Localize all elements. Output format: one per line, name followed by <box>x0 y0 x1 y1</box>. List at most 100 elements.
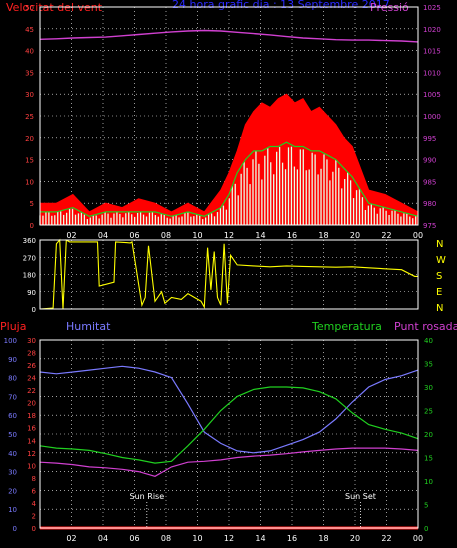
dewpoint-legend-label: Punt rosada <box>394 320 457 333</box>
sunset-label: Sun Set <box>345 492 376 501</box>
wind-x-tick: 14 <box>255 231 265 240</box>
humidity-x-tick: 22 <box>381 534 391 543</box>
rain-tick: 60 <box>8 412 17 420</box>
humidity-x-tick: 18 <box>318 534 328 543</box>
pressure-tick: 1020 <box>423 26 441 34</box>
humidity-tick: 28 <box>27 350 36 358</box>
wind-x-tick: 08 <box>161 231 171 240</box>
humidity-tick: 6 <box>32 487 37 495</box>
wind-speed-tick: 15 <box>25 157 34 165</box>
temperature-tick: 0 <box>424 525 428 533</box>
rain-tick: 50 <box>8 431 17 439</box>
pressure-tick: 1005 <box>423 91 441 99</box>
wind-x-tick: 02 <box>66 231 76 240</box>
rain-tick: 30 <box>8 469 17 477</box>
humidity-tick: 14 <box>27 437 36 445</box>
compass-label: E <box>436 287 442 298</box>
rain-tick: 0 <box>13 525 17 533</box>
series-layer <box>39 29 419 530</box>
humidity-tick: 10 <box>27 462 36 470</box>
humidity-tick: 24 <box>27 375 36 383</box>
wind-speed-tick: 50 <box>25 4 34 12</box>
compass-label: W <box>436 255 446 266</box>
pressure-tick: 980 <box>423 200 436 208</box>
wind-x-tick: 10 <box>192 231 202 240</box>
humidity-tick: 22 <box>27 387 36 395</box>
humidity-x-tick: 16 <box>287 534 297 543</box>
rain-legend-label: Pluja <box>0 320 26 333</box>
temperature-tick: 25 <box>424 408 433 416</box>
tick-labels-layer: 0510152025303540455097598098599099510001… <box>4 4 446 543</box>
pressure-tick: 975 <box>423 222 436 230</box>
humidity-line <box>39 365 419 454</box>
humidity-x-tick: 14 <box>255 534 265 543</box>
humidity-tick: 30 <box>27 337 36 345</box>
humidity-x-tick: 02 <box>66 534 76 543</box>
temperature-tick: 20 <box>424 431 433 439</box>
wind-speed-tick: 5 <box>30 200 34 208</box>
wind-x-tick: 18 <box>318 231 328 240</box>
pressure-tick: 990 <box>423 157 436 165</box>
rain-tick: 40 <box>8 450 17 458</box>
humidity-tick: 0 <box>32 525 36 533</box>
humidity-x-tick: 00 <box>413 534 423 543</box>
direction-tick: 270 <box>23 254 36 262</box>
humidity-x-tick: 12 <box>224 534 234 543</box>
humidity-tick: 18 <box>27 412 36 420</box>
humidity-x-tick: 08 <box>161 534 171 543</box>
temperature-line <box>39 386 419 464</box>
wind-panel-frame <box>39 6 419 226</box>
pressure-line <box>39 29 419 43</box>
humidity-x-tick: 06 <box>129 534 139 543</box>
temperature-legend-label: Temperatura <box>311 320 382 333</box>
direction-tick: 90 <box>27 289 36 297</box>
wind-x-tick: 20 <box>350 231 360 240</box>
pressure-tick: 1000 <box>423 113 441 121</box>
wind-speed-tick: 35 <box>25 69 34 77</box>
direction-panel-frame <box>39 239 419 310</box>
rain-tick: 100 <box>4 337 17 345</box>
humidity-tick: 16 <box>27 425 36 433</box>
compass-label: N <box>436 239 443 250</box>
wind-x-tick: 04 <box>98 231 108 240</box>
wind-speed-tick: 25 <box>25 113 34 121</box>
wind-direction-line <box>39 238 418 310</box>
wind-speed-tick: 20 <box>25 135 34 143</box>
temperature-tick: 5 <box>424 502 428 510</box>
temperature-tick: 40 <box>424 337 433 345</box>
humidity-legend-label: Humitat <box>66 320 111 333</box>
temperature-tick: 30 <box>424 384 433 392</box>
humidity-tick: 4 <box>32 500 37 508</box>
direction-tick: 0 <box>32 306 36 314</box>
humidity-x-tick: 20 <box>350 534 360 543</box>
wind-speed-tick: 10 <box>25 178 34 186</box>
grid-layer <box>40 7 418 528</box>
frames-layer <box>39 6 419 529</box>
rain-tick: 10 <box>8 506 17 514</box>
pressure-tick: 1015 <box>423 48 441 56</box>
pressure-tick: 995 <box>423 135 436 143</box>
humidity-tick: 26 <box>27 362 36 370</box>
wind-x-tick: 00 <box>413 231 423 240</box>
pressure-tick: 1010 <box>423 69 441 77</box>
direction-tick: 180 <box>23 272 36 280</box>
wind-x-tick: 16 <box>287 231 297 240</box>
wind-speed-tick: 40 <box>25 48 34 56</box>
humidity-tick: 20 <box>27 400 36 408</box>
humidity-x-tick: 10 <box>192 534 202 543</box>
rain-tick: 70 <box>8 393 17 401</box>
wind-average-line <box>40 141 419 217</box>
temperature-tick: 35 <box>424 361 433 369</box>
humidity-tick: 8 <box>32 475 36 483</box>
rain-tick: 90 <box>8 356 17 364</box>
direction-tick: 360 <box>23 237 36 245</box>
compass-label: N <box>436 303 443 314</box>
temperature-tick: 10 <box>424 478 433 486</box>
rain-tick: 20 <box>8 487 17 495</box>
temperature-tick: 15 <box>424 455 433 463</box>
rain-tick: 80 <box>8 375 17 383</box>
humidity-tick: 12 <box>27 450 36 458</box>
dewpoint-line <box>39 447 419 477</box>
